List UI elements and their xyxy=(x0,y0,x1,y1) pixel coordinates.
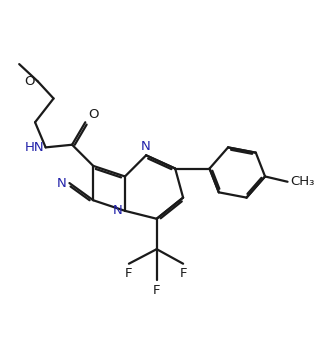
Text: F: F xyxy=(153,284,160,297)
Text: HN: HN xyxy=(25,141,44,154)
Text: N: N xyxy=(141,140,151,153)
Text: N: N xyxy=(57,177,67,189)
Text: N: N xyxy=(113,204,122,217)
Text: O: O xyxy=(88,108,99,121)
Text: O: O xyxy=(24,75,35,88)
Text: F: F xyxy=(125,267,133,280)
Text: CH₃: CH₃ xyxy=(290,175,315,188)
Text: F: F xyxy=(179,267,187,280)
